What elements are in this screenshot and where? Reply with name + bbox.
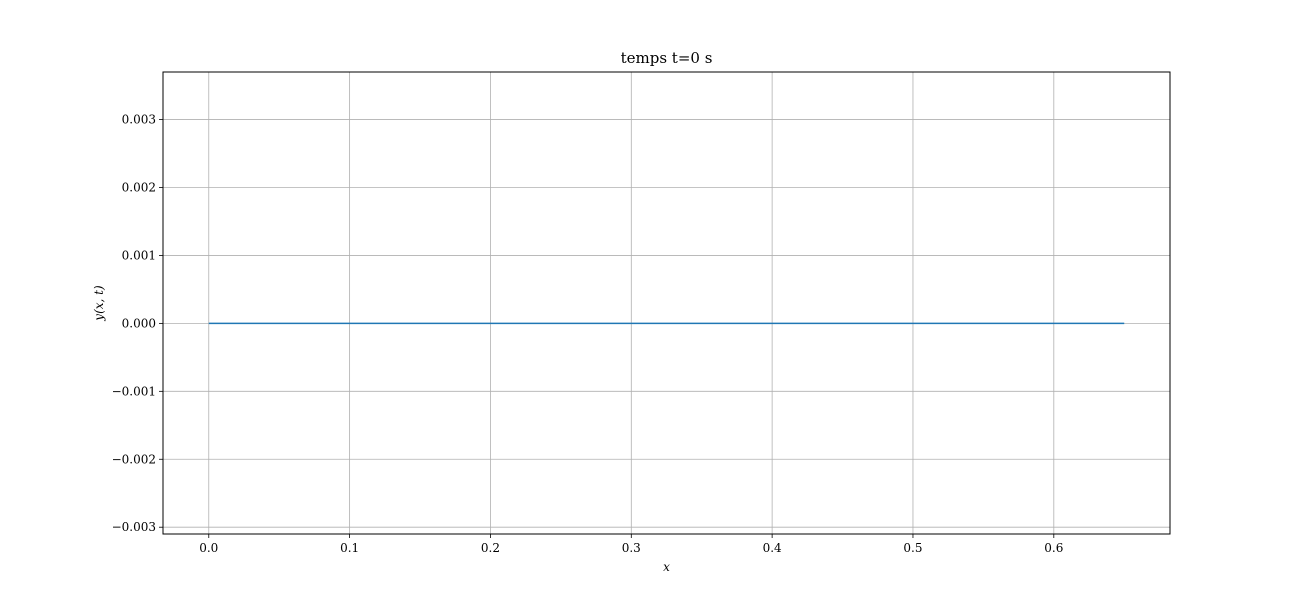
x-tick-label: 0.0: [199, 541, 218, 555]
chart-title: temps t=0 s: [621, 49, 713, 67]
x-tick-label: 0.2: [481, 541, 500, 555]
x-tick-label: 0.4: [763, 541, 782, 555]
y-axis-label: y(x, t): [92, 285, 106, 322]
y-tick-label: −0.002: [112, 452, 156, 466]
x-tick-label: 0.5: [903, 541, 922, 555]
x-tick-label: 0.1: [340, 541, 359, 555]
y-tick-label: 0.002: [122, 181, 156, 195]
y-tick-label: −0.003: [112, 520, 156, 534]
x-axis-label: x: [663, 560, 670, 574]
x-tick-label: 0.6: [1044, 541, 1063, 555]
y-tick-label: 0.000: [122, 316, 156, 330]
plot-frame: [162, 71, 1171, 535]
y-tick-label: 0.001: [122, 248, 156, 262]
x-tick-label: 0.3: [622, 541, 641, 555]
y-tick-label: 0.003: [122, 113, 156, 127]
ticks: 0.0 0.1 0.2 0.3 0.4 0.5 0.6 −0.003 −0.002 −0.001 0…: [112, 113, 1064, 555]
y-tick-label: −0.001: [112, 384, 156, 398]
